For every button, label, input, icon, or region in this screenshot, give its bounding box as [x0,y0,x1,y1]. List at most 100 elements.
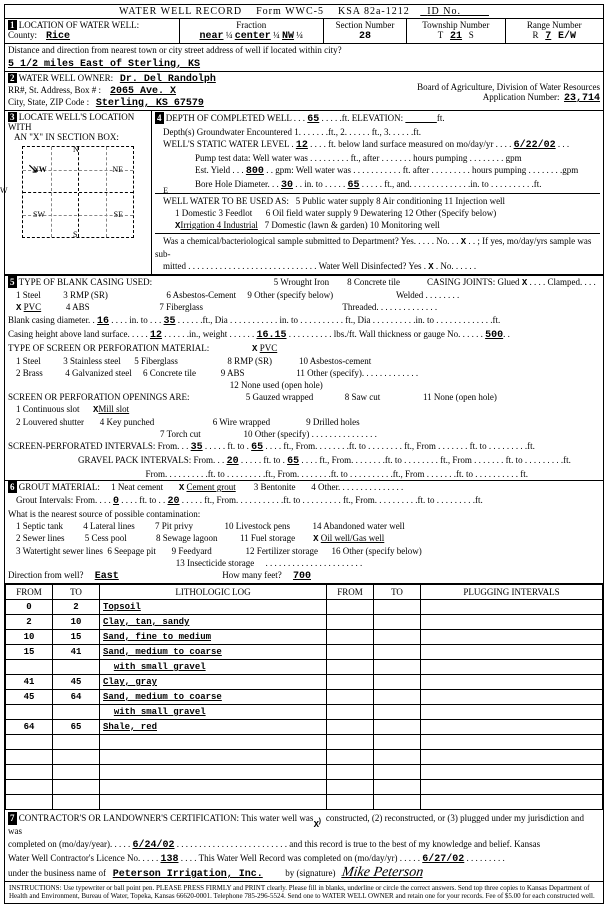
id-no: ID No. [420,6,489,17]
distance: 5 1/2 miles East of Sterling, KS [8,59,200,70]
log-header: FROM TO LITHOLOGIC LOG FROM TO PLUGGING … [6,585,603,600]
table-row: 41 45 Clay, gray [6,675,603,690]
open-r1b: 5 Gauzed wrapped 8 Saw cut 11 None (open… [192,392,497,402]
section-box: NW↘ NE SW SE N S [22,146,134,238]
frac2: center [235,31,271,42]
oil: Oil well/Gas well [321,533,385,543]
county: Rice [46,31,70,42]
appno: 23,714 [564,93,600,104]
sec7-date2: 6/27/02 [422,854,464,865]
sec3-num: 3 [8,112,17,122]
dist-label: Distance and direction from nearest town… [8,45,342,55]
cement-x: X [179,483,184,493]
distance-row: Distance and direction from nearest town… [5,44,603,72]
owner-label: WATER WELL OWNER: [19,73,113,83]
title: WATER WELL RECORD [119,6,242,17]
ht: 12 [150,330,162,341]
pvc: PVC [24,302,42,312]
ew: E/W [558,31,576,42]
dir-label: Direction from well? [8,570,83,580]
perf-r3: 12 None used (open hole) [8,380,323,390]
sec2-num: 2 [8,73,17,83]
open-label: SCREEN OR PERFORATION OPENINGS ARE: [8,392,190,402]
form-header: WATER WELL RECORD Form WWC-5 KSA 82a-121… [5,5,603,19]
sec5-num: 5 [8,276,17,288]
sec6-r1b: 3 Bentonite 4 Other. . . . . . . . . . .… [238,482,403,492]
csz-label: City, State, ZIP Code : [8,97,89,107]
appno-lbl: Application Number: [483,92,560,102]
dia-label: Blank casing diameter. . [8,315,95,325]
table-row: 10 15 Sand, fine to medium [6,630,603,645]
pvc-x: X [16,303,21,313]
sec3-4: 3 LOCATE WELL'S LOCATION WITH AN "X" IN … [5,111,603,275]
addr-label: RR#, St. Address, Box # : [8,85,101,95]
gp2: From. . . . . . . . . .ft. to . . . . . … [8,469,528,479]
table-row: 64 65 Shale, red [6,720,603,735]
frac3: NW [282,31,294,42]
ht-label: Casing height above land surface. . . . … [8,329,148,339]
sec1-num: 1 [8,20,17,30]
gw-label: Depth(s) Groundwater Encountered 1. . . … [155,127,421,137]
col-from: FROM [6,585,53,600]
col-plug: PLUGGING INTERVALS [421,585,603,600]
w: W [0,186,8,195]
sec6-label: GROUT MATERIAL: [19,482,100,492]
section: 28 [359,31,371,42]
bore2: 65 [348,180,360,191]
section6: 6 GROUT MATERIAL: 1 Neat cement X Cement… [5,481,603,584]
gp-label: GRAVEL PACK INTERVALS: From. . . [8,455,224,465]
sp-to: 65 [251,442,263,453]
pump-label: Pump test data: Well water was . . . . .… [155,153,522,163]
gp-rest: . . . . ft., From. . . . . . . .ft. to .… [301,455,571,465]
rng: 7 [545,31,551,42]
bore-mid: . . in. to . . . . . [295,179,345,189]
gp-to: 65 [287,456,299,467]
log-body: 0 2 Topsoil 2 10 Clay, tan, sandy 10 15 … [6,600,603,810]
table-row [6,780,603,795]
ne: NE [112,165,123,174]
sec3-sub: AN "X" IN SECTION BOX: [8,132,119,142]
uses-l2: Irrigation 4 Industrial [180,220,257,230]
ksa: KSA 82a-1212 [338,6,410,17]
sig-label: by (signature) [285,868,335,878]
est: 800 [246,166,264,177]
county-label: County: [8,30,37,40]
sec7-l3b: . . . . This Water Well Record was compl… [181,853,420,863]
sp-rest: . . . . ft., From. . . . . . . .ft. to .… [265,441,535,451]
se: SE [114,210,123,219]
table-row: 15 41 Sand, medium to coarse [6,645,603,660]
s2: S [73,230,77,239]
s: S [469,30,474,40]
static: 12 [296,140,308,151]
bore-label: Bore Hole Diameter. . . [155,179,279,189]
csz: Sterling, KS 67579 [96,98,204,109]
uses-r2: 6 Oil field water supply 9 Dewatering 12… [266,208,496,218]
sec7-l3a: Water Well Contractor's Licence No. . . … [8,853,158,863]
sec5-r1: 1 Steel 3 RMP (SR) 6 Asbestos-Cement 9 O… [8,290,459,300]
cement: Cement grout [186,482,235,492]
chem-l2e: . No. . . . . . [436,261,476,271]
gi-to: 20 [168,496,180,507]
sp-from: 35 [191,442,203,453]
feet: 700 [293,571,311,582]
col-to: TO [53,585,100,600]
dia2: 35 [164,316,176,327]
elev-label: ELEVATION: [352,113,403,123]
dia1: 16 [97,316,109,327]
twp-label: Township Number [422,20,489,30]
col-from2: FROM [327,585,374,600]
perf-label: TYPE OF SCREEN OR PERFORATION MATERIAL: [8,343,209,353]
col-lith: LITHOLOGIC LOG [100,585,327,600]
perf-r1b: 8 RMP (SR) 10 Asbestos-cement [180,356,371,366]
sec7-l2b: . . . . . . . . . . . . . . . . . . . . … [177,839,540,849]
perf-r1: 1 Steel 3 Stainless steel 5 Fiberglass [8,356,178,366]
uses-r3: 7 Domestic (lawn & garden) 10 Monitoring… [265,220,440,230]
owner-name: Dr. Del Randolph [120,74,216,85]
use-label: WELL WATER TO BE USED AS: [155,196,289,206]
table-row: with small gravel [6,660,603,675]
gi-label: Grout Intervals: From. . . . [8,495,111,505]
col-to2: TO [374,585,421,600]
sec5-r0end: . . . . Clamped. . . . [529,277,595,287]
gi-rest: . . . . . ft., From. . . . . . . . . . .… [182,495,483,505]
section1-row: 1 LOCATION OF WATER WELL: County: Rice F… [5,19,603,44]
